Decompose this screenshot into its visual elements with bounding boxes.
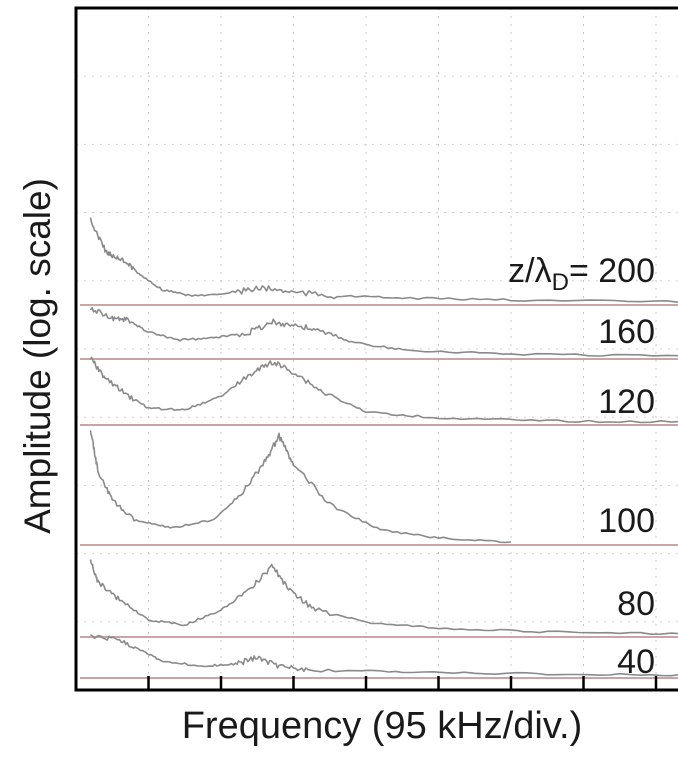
trace-200: [89, 217, 678, 303]
x-ticks: [147, 676, 658, 690]
series-label-160: 160: [598, 313, 655, 351]
series-labels: z/λD= 200 160 120 100 80 40: [508, 252, 655, 681]
baselines: [80, 304, 678, 679]
trace-40: [90, 633, 678, 677]
plot-frame: [74, 6, 678, 692]
trace-80: [89, 559, 678, 636]
series-label-120: 120: [598, 383, 655, 421]
series-label-200: z/λD= 200: [508, 252, 655, 296]
series-label-40: 40: [617, 643, 655, 681]
grid: [76, 8, 678, 690]
trace-120: [89, 356, 678, 424]
series-label-100: 100: [598, 502, 655, 540]
traces: [89, 217, 678, 677]
trace-100: [89, 430, 512, 544]
x-axis-label: Frequency (95 kHz/div.): [182, 705, 583, 747]
y-axis-label: Amplitude (log. scale): [17, 178, 58, 534]
series-label-80: 80: [617, 585, 655, 623]
trace-160: [89, 306, 678, 357]
